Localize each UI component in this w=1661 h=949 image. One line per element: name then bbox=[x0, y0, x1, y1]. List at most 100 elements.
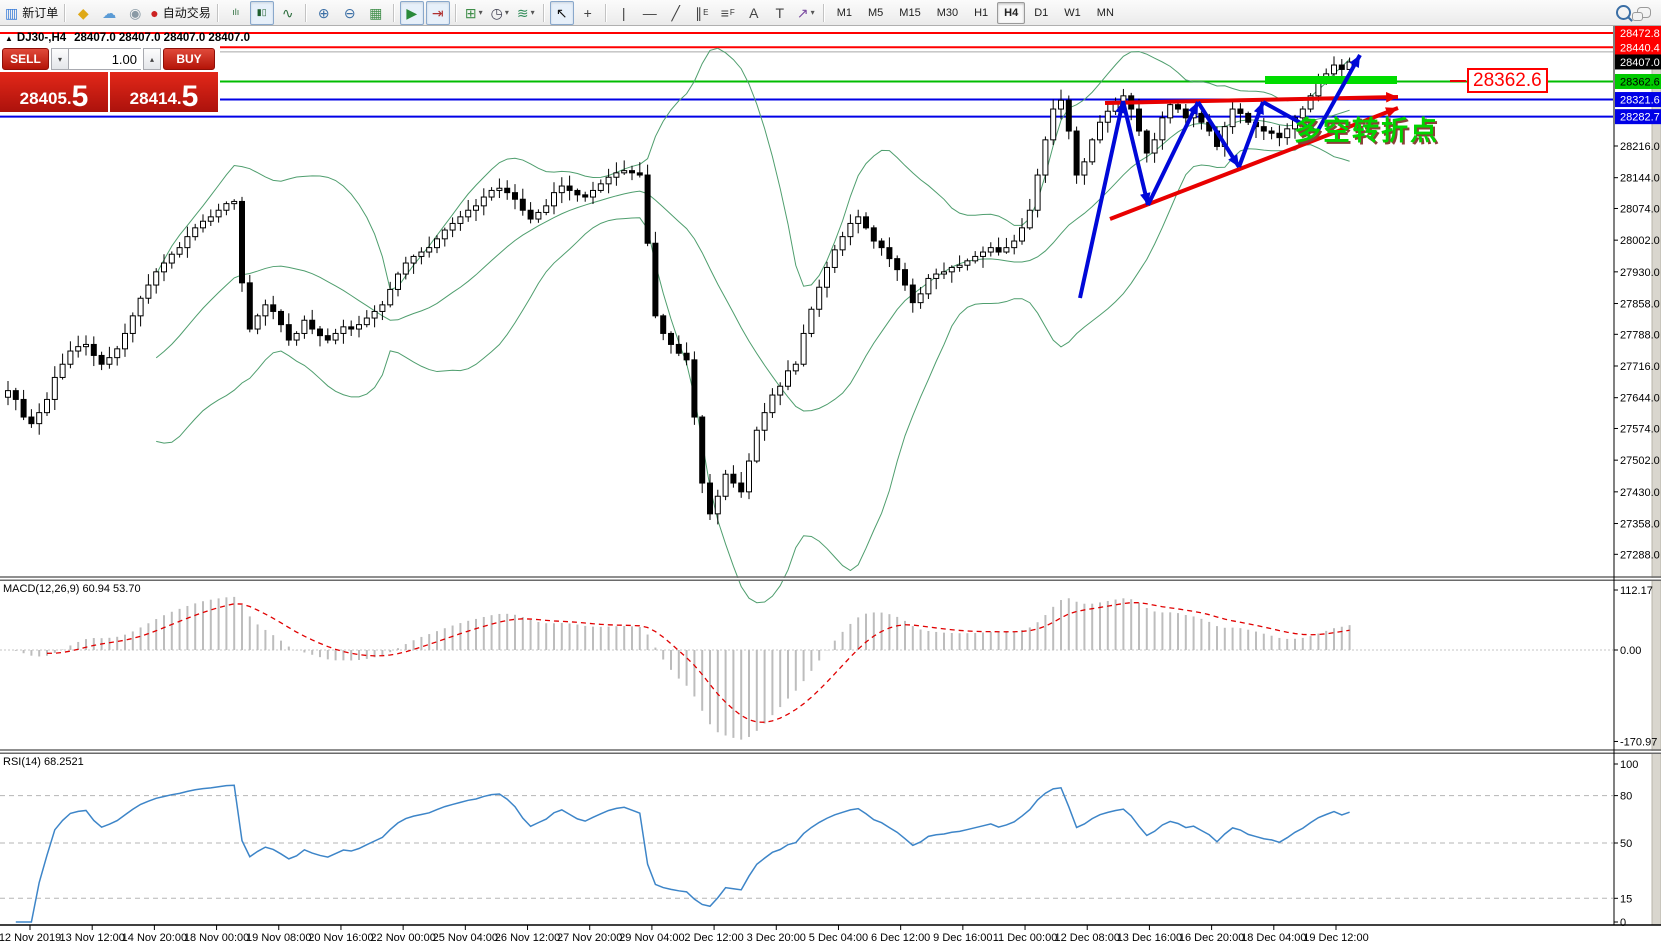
tile-windows-button[interactable]: ▦ bbox=[364, 1, 388, 25]
svg-text:27644.0: 27644.0 bbox=[1620, 393, 1660, 405]
svg-text:28144.0: 28144.0 bbox=[1620, 173, 1660, 185]
trendline-icon: ╱ bbox=[671, 4, 680, 21]
svg-text:27858.0: 27858.0 bbox=[1620, 299, 1660, 311]
equidistant-channel-icon-letter: E bbox=[703, 8, 709, 17]
timeframe-button-w1[interactable]: W1 bbox=[1064, 6, 1081, 19]
expert-advisors-button[interactable]: ◆ bbox=[71, 1, 95, 25]
vertical-line-button[interactable]: | bbox=[612, 1, 636, 25]
timeframe-button-h1[interactable]: H1 bbox=[974, 6, 989, 19]
volume-increase-button[interactable]: ▴ bbox=[143, 48, 161, 70]
sell-price-box[interactable]: 28405. 5 bbox=[0, 72, 108, 112]
turning-point-annotation[interactable]: 多空转折点 bbox=[1294, 116, 1439, 146]
svg-text:27430.0: 27430.0 bbox=[1620, 487, 1660, 499]
new-order-button-label: 新订单 bbox=[22, 6, 59, 20]
dropdown-caret-icon: ▾ bbox=[810, 8, 815, 17]
indicators-icon: ⊞ bbox=[464, 4, 477, 21]
svg-text:16 Dec 20:00: 16 Dec 20:00 bbox=[1179, 932, 1244, 944]
arrows-icon: ↗ bbox=[796, 4, 809, 21]
timeframe-button-d1[interactable]: D1 bbox=[1034, 6, 1049, 19]
svg-text:28407.0: 28407.0 bbox=[1620, 57, 1660, 69]
templates-button[interactable]: ≋ ▾ bbox=[514, 1, 538, 25]
svg-text:11 Dec 00:00: 11 Dec 00:00 bbox=[993, 932, 1058, 944]
periods-clock-icon: ◷ bbox=[490, 4, 503, 21]
chart-shift-button[interactable]: ⇥ bbox=[425, 0, 450, 25]
sell-price-pip: 5 bbox=[71, 79, 89, 113]
sell-button[interactable]: SELL bbox=[2, 48, 49, 70]
svg-text:20 Nov 16:00: 20 Nov 16:00 bbox=[308, 932, 373, 944]
buy-price-pip: 5 bbox=[181, 79, 199, 113]
toolbar-separator bbox=[216, 3, 219, 22]
price-callout-label[interactable]: 28362.6 bbox=[1467, 68, 1548, 93]
bar-chart-icon: ılı bbox=[232, 7, 240, 17]
svg-text:50: 50 bbox=[1620, 838, 1632, 850]
svg-text:6 Dec 12:00: 6 Dec 12:00 bbox=[871, 932, 930, 944]
buy-price-box[interactable]: 28414. 5 bbox=[110, 72, 218, 112]
text-button[interactable]: A bbox=[742, 1, 766, 25]
symbol-ohlc-values: 28407.0 28407.0 28407.0 28407.0 bbox=[74, 32, 251, 44]
svg-text:0: 0 bbox=[1620, 917, 1626, 929]
timeframe-button-m1[interactable]: M1 bbox=[836, 6, 853, 19]
trade-controls-row: SELL ▾ ▴ BUY bbox=[2, 48, 215, 70]
zoom-out-button[interactable]: ⊖ bbox=[338, 1, 362, 25]
fibonacci-button[interactable]: ≡ F bbox=[716, 1, 740, 25]
svg-text:27574.0: 27574.0 bbox=[1620, 423, 1660, 435]
indicators-button[interactable]: ⊞ ▾ bbox=[462, 1, 486, 25]
down-arrow-icon: ▾ bbox=[57, 54, 62, 64]
fibonacci-icon-letter: F bbox=[729, 8, 735, 17]
community-button[interactable]: ☁ bbox=[97, 1, 121, 25]
timeframe-button-mn[interactable]: MN bbox=[1096, 6, 1114, 19]
candlestick-button[interactable]: ▮▯ bbox=[249, 0, 274, 25]
cursor-button[interactable]: ↖ bbox=[549, 0, 574, 25]
svg-text:0.00: 0.00 bbox=[1620, 645, 1641, 657]
buy-button[interactable]: BUY bbox=[163, 48, 215, 70]
line-chart-button[interactable]: ∿ bbox=[276, 1, 300, 25]
line-chart-icon: ∿ bbox=[281, 4, 294, 21]
signals-button[interactable]: ◉ bbox=[123, 1, 147, 25]
svg-text:19 Nov 08:00: 19 Nov 08:00 bbox=[246, 932, 311, 944]
crosshair-icon: + bbox=[583, 4, 592, 21]
svg-text:18 Nov 00:00: 18 Nov 00:00 bbox=[184, 932, 249, 944]
buy-price-main: 28414 bbox=[129, 89, 177, 109]
svg-text:28440.4: 28440.4 bbox=[1620, 42, 1660, 54]
svg-text:9 Dec 16:00: 9 Dec 16:00 bbox=[933, 932, 992, 944]
chat-icon[interactable] bbox=[1632, 7, 1651, 21]
timeframe-button-m5[interactable]: M5 bbox=[868, 6, 884, 19]
horizontal-line-button[interactable]: — bbox=[638, 1, 662, 25]
arrows-button[interactable]: ↗ ▾ bbox=[794, 1, 818, 25]
svg-text:28216.0: 28216.0 bbox=[1620, 141, 1660, 153]
new-order-button[interactable]: ▥ 新订单 bbox=[4, 1, 59, 25]
zoom-in-button[interactable]: ⊕ bbox=[312, 1, 336, 25]
up-arrow-icon: ▴ bbox=[149, 54, 154, 64]
auto-scroll-button[interactable]: ▶ bbox=[399, 0, 424, 25]
symbol-name: DJ30-,H4 bbox=[16, 32, 67, 44]
sell-price-dot: . bbox=[66, 89, 72, 108]
auto-trading-button[interactable]: ● 自动交易 bbox=[149, 1, 211, 25]
channel-button[interactable]: ∥ E bbox=[690, 1, 714, 25]
svg-text:80: 80 bbox=[1620, 791, 1632, 803]
svg-text:13 Dec 16:00: 13 Dec 16:00 bbox=[1117, 932, 1182, 944]
volume-input[interactable] bbox=[69, 48, 141, 70]
periods-button[interactable]: ◷ ▾ bbox=[488, 1, 512, 25]
one-click-trading-panel: SELL ▾ ▴ BUY 28405.5 28414.5 bbox=[0, 46, 220, 112]
timeframe-button-h4[interactable]: H4 bbox=[997, 1, 1026, 24]
trendline-button[interactable]: ╱ bbox=[664, 1, 688, 25]
search-icon[interactable] bbox=[1616, 5, 1631, 20]
volume-decrease-button[interactable]: ▾ bbox=[51, 48, 69, 70]
rsi-indicator-label: RSI(14) 68.2521 bbox=[3, 756, 84, 768]
bar-chart-button[interactable]: ılı bbox=[224, 1, 248, 25]
timeframe-button-m30[interactable]: M30 bbox=[936, 6, 959, 19]
horizontal-line-icon: — bbox=[642, 4, 657, 21]
svg-text:19 Dec 12:00: 19 Dec 12:00 bbox=[1303, 932, 1368, 944]
timeframe-button-m15[interactable]: M15 bbox=[899, 6, 921, 19]
label-button[interactable]: T bbox=[768, 1, 792, 25]
svg-text:28074.0: 28074.0 bbox=[1620, 203, 1660, 215]
text-label-icon: T bbox=[775, 4, 785, 21]
crosshair-button[interactable]: + bbox=[576, 1, 600, 25]
toolbar-separator bbox=[64, 3, 67, 22]
candlestick-icon: ▮▯ bbox=[256, 7, 267, 17]
auto-trading-icon: ● bbox=[150, 4, 159, 21]
svg-text:28321.6: 28321.6 bbox=[1620, 95, 1660, 107]
svg-text:12 Nov 2019: 12 Nov 2019 bbox=[0, 932, 61, 944]
text-icon: A bbox=[749, 4, 759, 21]
